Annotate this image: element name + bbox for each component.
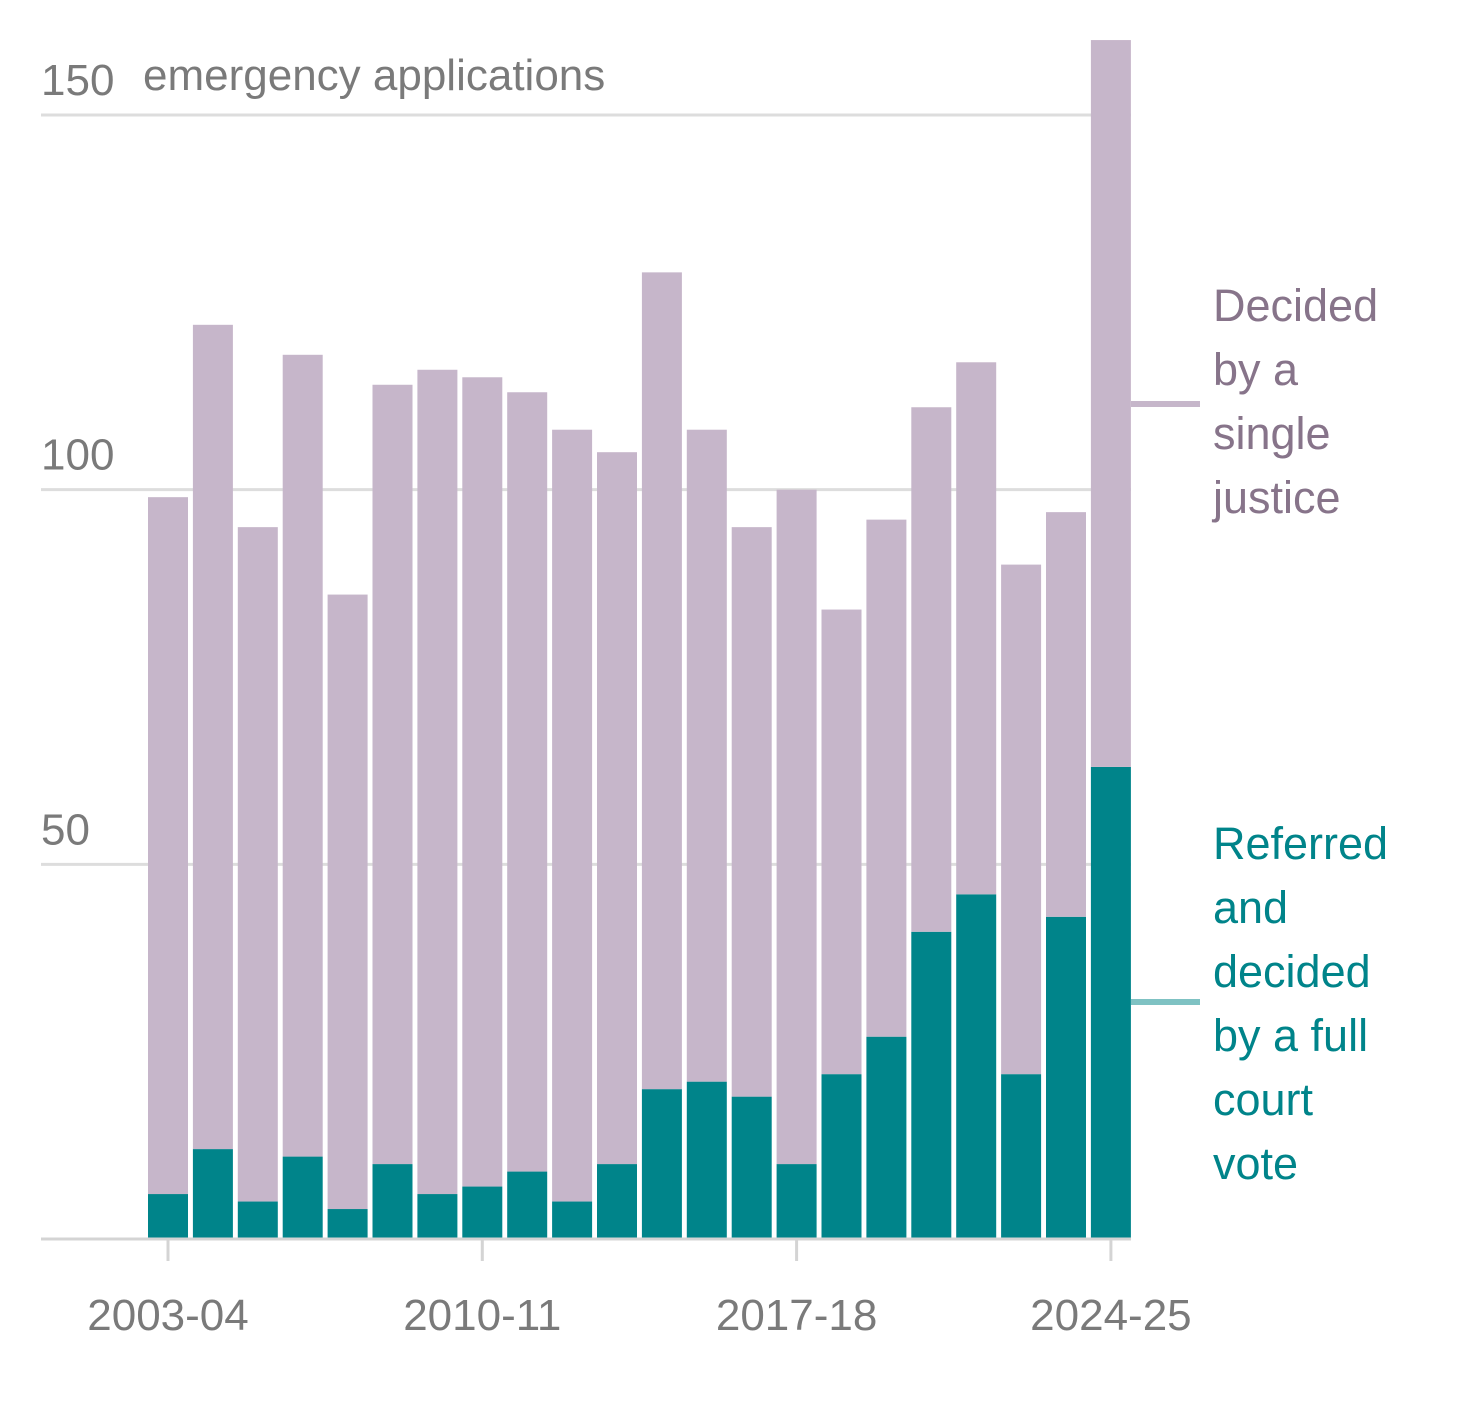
y-tick-label-150: 150: [41, 56, 114, 105]
bar-single-justice-2024-25: [1090, 40, 1131, 767]
bar-single-justice-2004-05: [192, 324, 233, 1150]
bar-full-court-2016-17: [731, 1096, 772, 1239]
bar-full-court-2009-10: [417, 1194, 458, 1239]
x-tick-label-2017-18: 2017-18: [716, 1291, 877, 1340]
legend-connector-lines: [1131, 401, 1200, 1005]
bar-full-court-2010-11: [462, 1186, 503, 1239]
legend-text-line: court: [1213, 1074, 1314, 1125]
y-unit-label: emergency applications: [143, 51, 605, 100]
bar-single-justice-2003-04: [148, 497, 188, 1195]
bar-full-court-2018-19: [821, 1074, 862, 1239]
bar-single-justice-2005-06: [237, 527, 278, 1202]
legend-text-line: and: [1213, 882, 1289, 933]
bar-single-justice-2017-18: [776, 489, 817, 1165]
bar-single-justice-2012-13: [552, 429, 593, 1202]
bar-single-justice-2013-14: [597, 452, 637, 1165]
bar-single-justice-2010-11: [462, 377, 503, 1187]
bar-full-court-2013-14: [597, 1164, 637, 1239]
x-ticks: 2003-04 2010-11 2017-18 2024-25: [87, 1239, 1192, 1340]
legend-text-line: by a: [1213, 344, 1299, 395]
bars: [148, 40, 1131, 1239]
bar-single-justice-2008-09: [372, 384, 413, 1165]
bar-full-court-2011-12: [507, 1171, 548, 1239]
legend-text-line: by a full: [1213, 1010, 1369, 1061]
bar-full-court-2012-13: [552, 1201, 593, 1239]
bar-full-court-2004-05: [192, 1149, 233, 1239]
bar-single-justice-2009-10: [417, 369, 458, 1195]
legend-text-line: decided: [1213, 946, 1371, 997]
bar-full-court-2024-25: [1090, 766, 1131, 1239]
bar-single-justice-2022-23: [1001, 564, 1042, 1075]
bar-full-court-2020-21: [911, 931, 952, 1239]
legend-text-line: Referred: [1213, 818, 1389, 869]
bar-single-justice-2020-21: [911, 407, 952, 932]
legend-single-justice: Decided by a single justice: [1213, 274, 1378, 530]
bar-single-justice-2016-17: [731, 527, 772, 1097]
bar-full-court-2015-16: [686, 1081, 727, 1239]
bar-full-court-2023-24: [1046, 916, 1086, 1239]
x-tick-label-2024-25: 2024-25: [1030, 1291, 1191, 1340]
bar-single-justice-2015-16: [686, 429, 727, 1082]
bar-full-court-2022-23: [1001, 1074, 1042, 1239]
bar-full-court-2007-08: [327, 1209, 368, 1239]
legend-text-line: vote: [1213, 1138, 1299, 1189]
bar-single-justice-2007-08: [327, 594, 368, 1210]
bar-single-justice-2018-19: [821, 609, 862, 1075]
bar-single-justice-2019-20: [866, 519, 907, 1037]
bar-full-court-2019-20: [866, 1036, 907, 1239]
legend-text-line: Decided: [1213, 280, 1379, 331]
bar-full-court-2008-09: [372, 1164, 413, 1239]
y-tick-labels: 50 100 150: [41, 56, 114, 854]
bar-full-court-2021-22: [956, 894, 997, 1239]
legend-full-court: Referred and decided by a full court vote: [1213, 812, 1388, 1196]
bar-single-justice-2021-22: [956, 362, 997, 895]
bar-full-court-2003-04: [148, 1194, 188, 1239]
x-tick-label-2010-11: 2010-11: [403, 1291, 561, 1340]
bar-full-court-2017-18: [776, 1164, 817, 1239]
bar-full-court-2014-15: [641, 1089, 682, 1239]
bar-single-justice-2011-12: [507, 392, 548, 1172]
y-tick-label-50: 50: [41, 805, 90, 854]
bar-single-justice-2006-07: [282, 354, 323, 1157]
x-tick-label-2003-04: 2003-04: [87, 1291, 248, 1340]
legend-text-line: single: [1213, 408, 1331, 459]
legend-text-line: justice: [1213, 472, 1341, 523]
bar-full-court-2005-06: [237, 1201, 278, 1239]
bar-full-court-2006-07: [282, 1156, 323, 1239]
bar-single-justice-2014-15: [641, 272, 682, 1090]
y-tick-label-100: 100: [41, 431, 114, 480]
bar-single-justice-2023-24: [1046, 512, 1086, 917]
